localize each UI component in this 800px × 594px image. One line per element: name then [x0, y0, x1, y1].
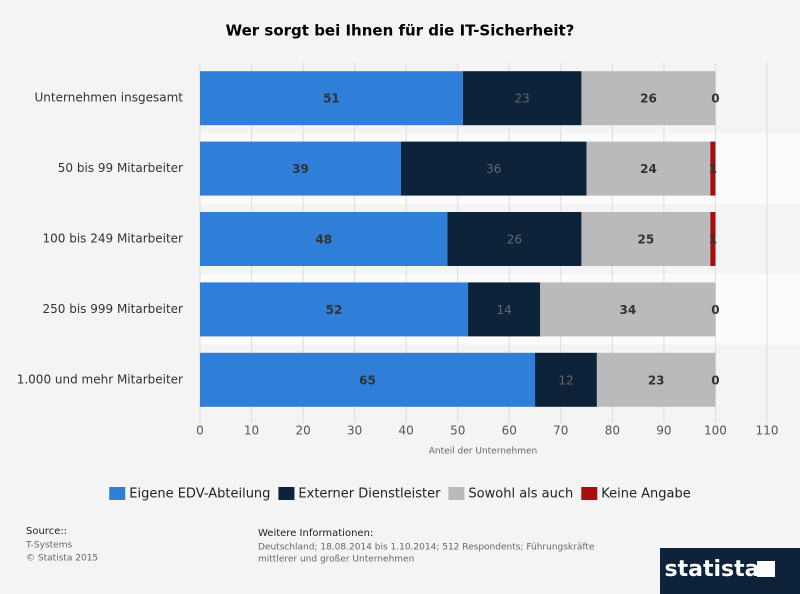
- bar-segment: [710, 141, 716, 196]
- data-label: 25: [638, 233, 655, 247]
- data-label: 0: [711, 303, 719, 317]
- x-tick-label: 100: [704, 424, 727, 438]
- legend-swatch: [448, 487, 465, 500]
- data-label: 52: [326, 303, 343, 317]
- x-axis-label: Anteil der Unternehmen: [429, 447, 537, 457]
- legend-label: Eigene EDV-Abteilung: [129, 487, 270, 502]
- data-label: 23: [515, 92, 530, 106]
- data-label: 24: [640, 162, 657, 176]
- chart-title: Wer sorgt bei Ihnen für die IT-Sicherhei…: [226, 22, 575, 40]
- legend-label: Keine Angabe: [601, 487, 690, 502]
- info-label: Weitere Informationen:: [258, 528, 373, 539]
- data-label: 1: [709, 162, 717, 176]
- x-tick-label: 0: [196, 424, 204, 438]
- data-label: 36: [486, 162, 501, 176]
- y-tick-label: 50 bis 99 Mitarbeiter: [58, 161, 183, 175]
- info-text: mittlerer und großer Unternehmen: [258, 555, 414, 565]
- data-label: 51: [323, 92, 340, 106]
- bar-segment: [200, 141, 402, 196]
- x-tick-label: 110: [756, 424, 779, 438]
- data-label: 48: [315, 233, 332, 247]
- source-label: Source::: [26, 526, 67, 537]
- bar-segment: [447, 212, 582, 266]
- x-tick-label: 40: [399, 424, 414, 438]
- logo-box: [660, 548, 800, 594]
- data-label: 0: [711, 373, 719, 387]
- bar-segment: [200, 352, 536, 407]
- bar-segment: [401, 141, 587, 196]
- data-label: 0: [711, 92, 719, 106]
- legend-swatch: [109, 487, 126, 500]
- data-label: 34: [619, 303, 636, 317]
- logo: statista: [665, 557, 760, 582]
- logo-icon: [757, 561, 775, 577]
- bar-segment: [581, 212, 711, 266]
- legend-swatch: [581, 487, 598, 500]
- info-text: Deutschland; 18.08.2014 bis 1.10.2014; 5…: [258, 543, 595, 553]
- copyright: © Statista 2015: [26, 554, 98, 564]
- data-label: 14: [496, 303, 511, 317]
- bar-segment: [200, 212, 448, 266]
- data-label: 23: [648, 373, 665, 387]
- bar-segment: [596, 352, 716, 407]
- x-tick-label: 60: [502, 424, 517, 438]
- x-tick-label: 20: [295, 424, 310, 438]
- y-tick-label: Unternehmen insgesamt: [35, 91, 184, 105]
- x-tick-label: 10: [244, 424, 259, 438]
- data-label: 65: [359, 373, 376, 387]
- data-label: 26: [507, 233, 522, 247]
- legend-swatch: [278, 487, 295, 500]
- data-label: 1: [709, 233, 717, 247]
- x-tick-label: 50: [450, 424, 465, 438]
- data-label: 26: [640, 92, 657, 106]
- bar-segment: [710, 212, 716, 266]
- bar-segment: [200, 282, 469, 337]
- x-tick-label: 70: [553, 424, 568, 438]
- x-tick-label: 30: [347, 424, 362, 438]
- legend-label: Sowohl als auch: [468, 487, 573, 502]
- bar-segment: [581, 71, 716, 126]
- y-tick-label: 1.000 und mehr Mitarbeiter: [17, 372, 183, 386]
- legend-label: Externer Dienstleister: [298, 487, 441, 502]
- source: T-Systems: [25, 541, 72, 551]
- bar-segment: [468, 282, 541, 337]
- bar-segment: [462, 71, 582, 126]
- bar-segment: [540, 282, 716, 337]
- y-tick-label: 250 bis 999 Mitarbeiter: [43, 302, 184, 316]
- bar-segment: [586, 141, 711, 196]
- bar-segment: [200, 71, 463, 126]
- bar-segment: [535, 352, 597, 407]
- data-label: 12: [558, 373, 573, 387]
- data-label: 39: [292, 162, 309, 176]
- x-tick-label: 90: [656, 424, 671, 438]
- x-tick-label: 80: [605, 424, 620, 438]
- y-tick-label: 100 bis 249 Mitarbeiter: [43, 232, 184, 246]
